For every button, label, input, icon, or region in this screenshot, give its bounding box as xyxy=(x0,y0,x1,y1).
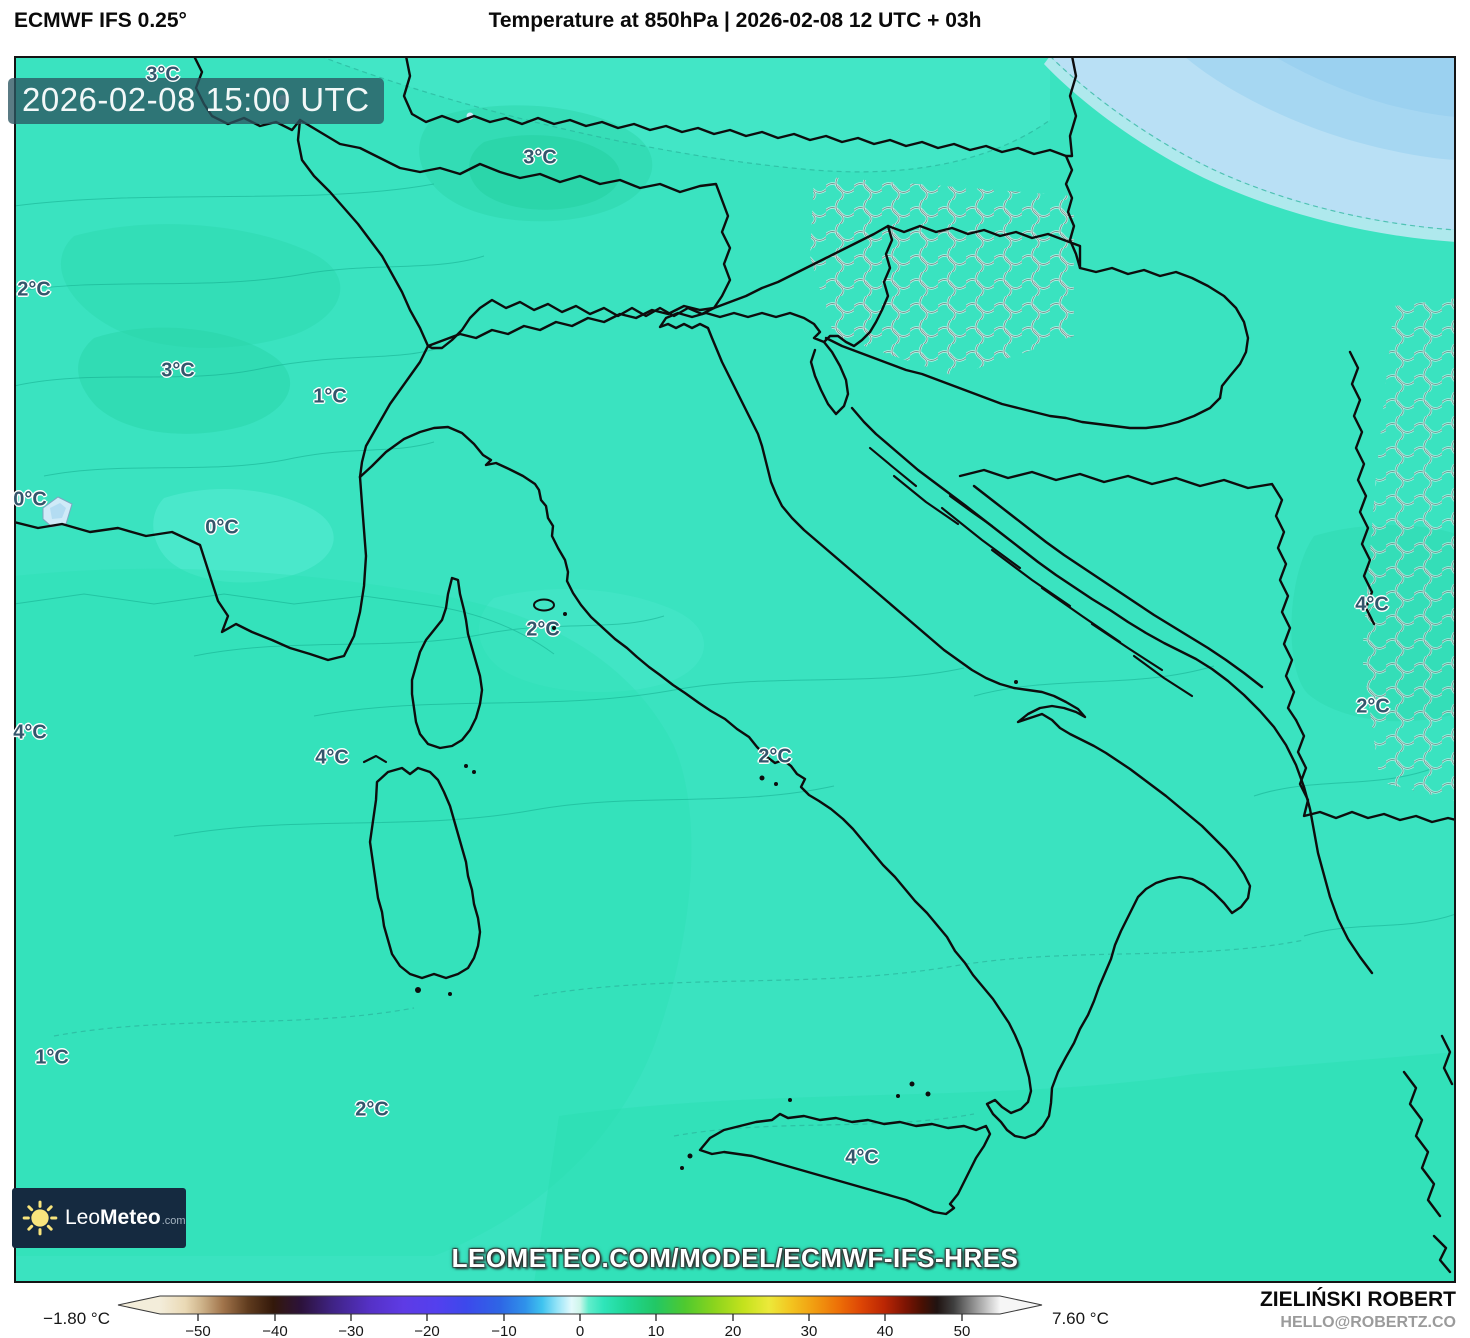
temp-label: 4°C xyxy=(1355,593,1389,616)
svg-text:−40: −40 xyxy=(262,1323,287,1338)
legend-colorbar xyxy=(160,1296,1000,1314)
temp-label: 0°C xyxy=(205,516,239,539)
temp-label: 2°C xyxy=(758,745,792,768)
temp-label: 3°C xyxy=(146,63,180,86)
model-label: ECMWF IFS 0.25° xyxy=(14,9,187,32)
legend-ticks xyxy=(197,1314,963,1321)
svg-text:20: 20 xyxy=(725,1323,742,1338)
temp-label: 0°C xyxy=(13,488,47,511)
legend-max-label: 7.60 °C xyxy=(1052,1309,1109,1328)
leometeo-logo: Leo Meteo .com xyxy=(12,1188,186,1248)
svg-text:30: 30 xyxy=(801,1323,818,1338)
temp-label: 4°C xyxy=(845,1146,879,1169)
svg-text:10: 10 xyxy=(648,1323,665,1338)
temp-label: 3°C xyxy=(523,146,557,169)
temp-label: 2°C xyxy=(1356,695,1390,718)
logo-text-meteo: Meteo xyxy=(100,1206,161,1229)
svg-text:−10: −10 xyxy=(491,1323,516,1338)
svg-text:0: 0 xyxy=(576,1323,584,1338)
watermark-url: LEOMETEO.COM/MODEL/ECMWF-IFS-HRES xyxy=(451,1243,1019,1273)
logo-text-com: .com xyxy=(161,1215,186,1227)
temp-label: 1°C xyxy=(313,385,347,408)
temp-label: 2°C xyxy=(355,1098,389,1121)
svg-text:40: 40 xyxy=(877,1323,894,1338)
timestamp-overlay: 2026-02-08 15:00 UTC xyxy=(8,78,384,124)
temp-label: 2°C xyxy=(526,618,560,641)
svg-text:−20: −20 xyxy=(414,1323,439,1338)
legend-left-arrow xyxy=(118,1296,160,1314)
sun-icon xyxy=(22,1200,58,1236)
legend-tick-labels: −50 −40 −30 −20 −10 0 10 20 30 40 50 xyxy=(185,1323,970,1338)
svg-text:−30: −30 xyxy=(338,1323,363,1338)
page-title: Temperature at 850hPa | 2026-02-08 12 UT… xyxy=(488,9,982,32)
author-contact: HELLO@ROBERTZ.CO xyxy=(1280,1314,1456,1331)
svg-text:−50: −50 xyxy=(185,1323,210,1338)
logo-text-leo: Leo xyxy=(65,1206,101,1229)
temp-label: 4°C xyxy=(13,721,47,744)
legend-right-arrow xyxy=(1000,1296,1042,1314)
author-name: ZIELIŃSKI ROBERT xyxy=(1259,1288,1456,1311)
weather-map xyxy=(14,56,1456,1283)
temperature-legend: −50 −40 −30 −20 −10 0 10 20 30 40 50 −1.… xyxy=(43,1295,1109,1338)
temp-label: 2°C xyxy=(17,278,51,301)
temp-label: 1°C xyxy=(35,1046,69,1069)
svg-text:50: 50 xyxy=(954,1323,971,1338)
legend-min-label: −1.80 °C xyxy=(43,1309,110,1328)
temp-label: 4°C xyxy=(315,746,349,769)
temp-label: 3°C xyxy=(161,359,195,382)
